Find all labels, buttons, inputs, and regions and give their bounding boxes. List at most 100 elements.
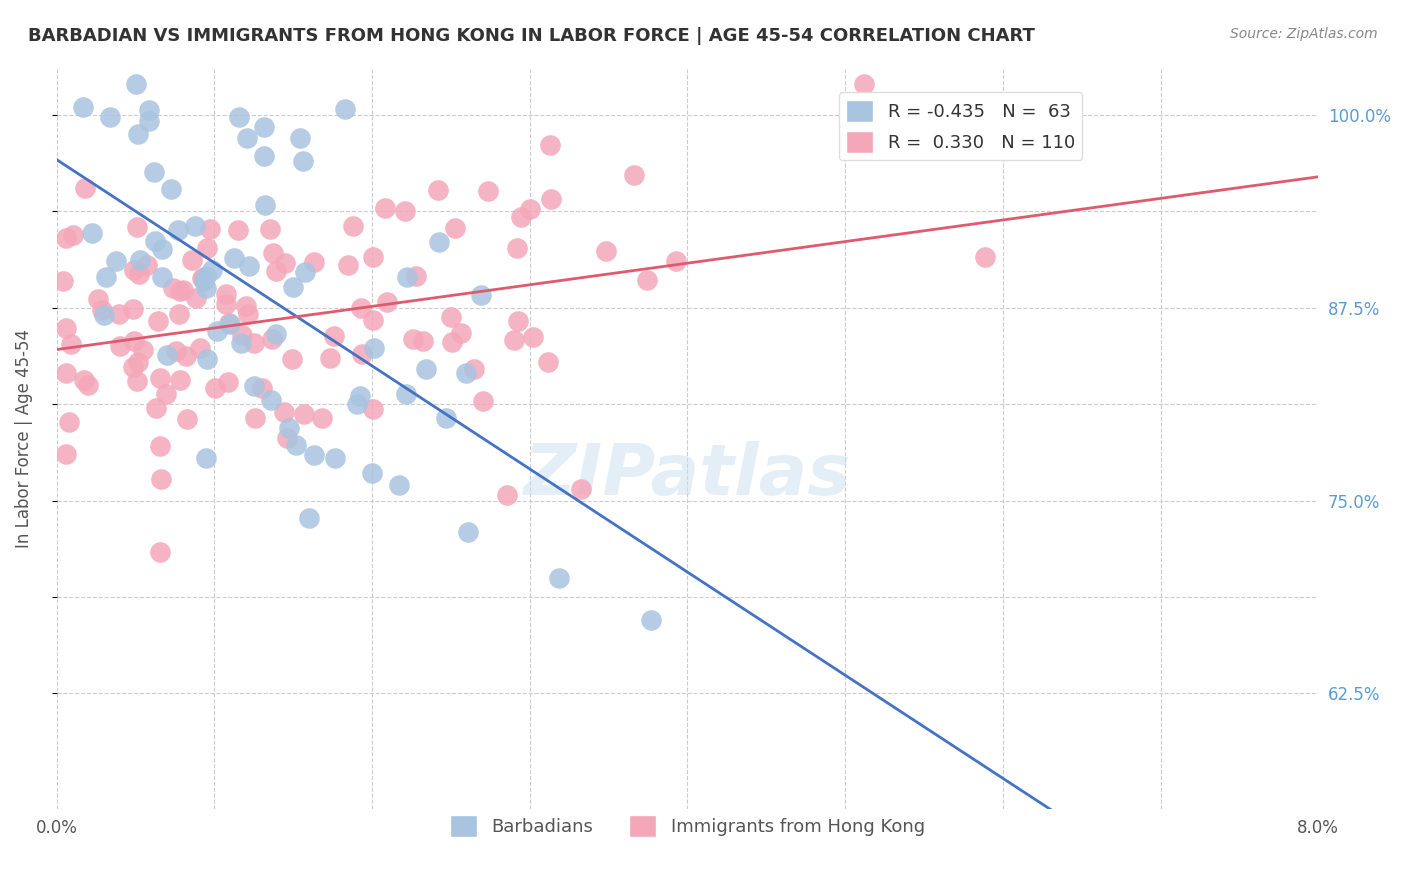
Point <box>218 316 240 330</box>
Point <box>176 411 198 425</box>
Point <box>58 415 80 429</box>
Point <box>853 77 876 91</box>
Point <box>522 329 544 343</box>
Point <box>477 185 499 199</box>
Point <box>62 227 84 242</box>
Point <box>361 402 384 417</box>
Point <box>548 571 571 585</box>
Point <box>457 524 479 539</box>
Point <box>91 302 114 317</box>
Point <box>441 334 464 349</box>
Point <box>184 291 207 305</box>
Point <box>156 348 179 362</box>
Point <box>172 283 194 297</box>
Point <box>273 405 295 419</box>
Point <box>77 378 100 392</box>
Point <box>595 244 617 258</box>
Point <box>236 308 259 322</box>
Point <box>245 410 267 425</box>
Point <box>155 387 177 401</box>
Point <box>93 308 115 322</box>
Point <box>98 110 121 124</box>
Point <box>55 366 77 380</box>
Point <box>125 77 148 91</box>
Point <box>264 263 287 277</box>
Point <box>259 222 281 236</box>
Point <box>363 313 385 327</box>
Point <box>191 271 214 285</box>
Point <box>146 314 169 328</box>
Point <box>55 321 77 335</box>
Point <box>352 347 374 361</box>
Point <box>138 103 160 117</box>
Point <box>195 280 218 294</box>
Point <box>506 240 529 254</box>
Point <box>304 255 326 269</box>
Point <box>361 466 384 480</box>
Point <box>262 245 284 260</box>
Text: ZIPatlas: ZIPatlas <box>524 442 851 510</box>
Point <box>231 328 253 343</box>
Point <box>149 545 172 559</box>
Point <box>55 447 77 461</box>
Point <box>291 153 314 168</box>
Point <box>640 613 662 627</box>
Point <box>105 254 128 268</box>
Point <box>427 235 450 249</box>
Point <box>195 268 218 283</box>
Point <box>260 392 283 407</box>
Point <box>236 131 259 145</box>
Point <box>623 168 645 182</box>
Point <box>169 284 191 298</box>
Point <box>94 270 117 285</box>
Point <box>274 256 297 270</box>
Point <box>496 488 519 502</box>
Point <box>471 393 494 408</box>
Point <box>184 219 207 233</box>
Point <box>205 324 228 338</box>
Point <box>346 396 368 410</box>
Point <box>72 100 94 114</box>
Point <box>450 326 472 340</box>
Point <box>503 333 526 347</box>
Point <box>201 263 224 277</box>
Point <box>456 366 478 380</box>
Point <box>388 478 411 492</box>
Text: Source: ZipAtlas.com: Source: ZipAtlas.com <box>1230 27 1378 41</box>
Point <box>253 197 276 211</box>
Point <box>363 341 385 355</box>
Point <box>73 373 96 387</box>
Point <box>224 251 246 265</box>
Point <box>167 222 190 236</box>
Point <box>193 274 215 288</box>
Point <box>463 361 485 376</box>
Point <box>298 511 321 525</box>
Point <box>176 349 198 363</box>
Point <box>129 252 152 267</box>
Point <box>127 127 149 141</box>
Point <box>537 355 560 369</box>
Point <box>217 376 239 390</box>
Point <box>149 439 172 453</box>
Point <box>337 258 360 272</box>
Point <box>200 222 222 236</box>
Point <box>440 310 463 324</box>
Point <box>395 270 418 285</box>
Point <box>333 103 356 117</box>
Point <box>402 332 425 346</box>
Point <box>302 448 325 462</box>
Point <box>132 343 155 357</box>
Point <box>127 355 149 369</box>
Point <box>281 352 304 367</box>
Point <box>204 382 226 396</box>
Point <box>152 269 174 284</box>
Point <box>73 181 96 195</box>
Point <box>260 332 283 346</box>
Point <box>394 203 416 218</box>
Point <box>311 411 333 425</box>
Point <box>215 287 238 301</box>
Point <box>415 362 437 376</box>
Y-axis label: In Labor Force | Age 45-54: In Labor Force | Age 45-54 <box>15 329 32 549</box>
Point <box>434 410 457 425</box>
Point <box>188 341 211 355</box>
